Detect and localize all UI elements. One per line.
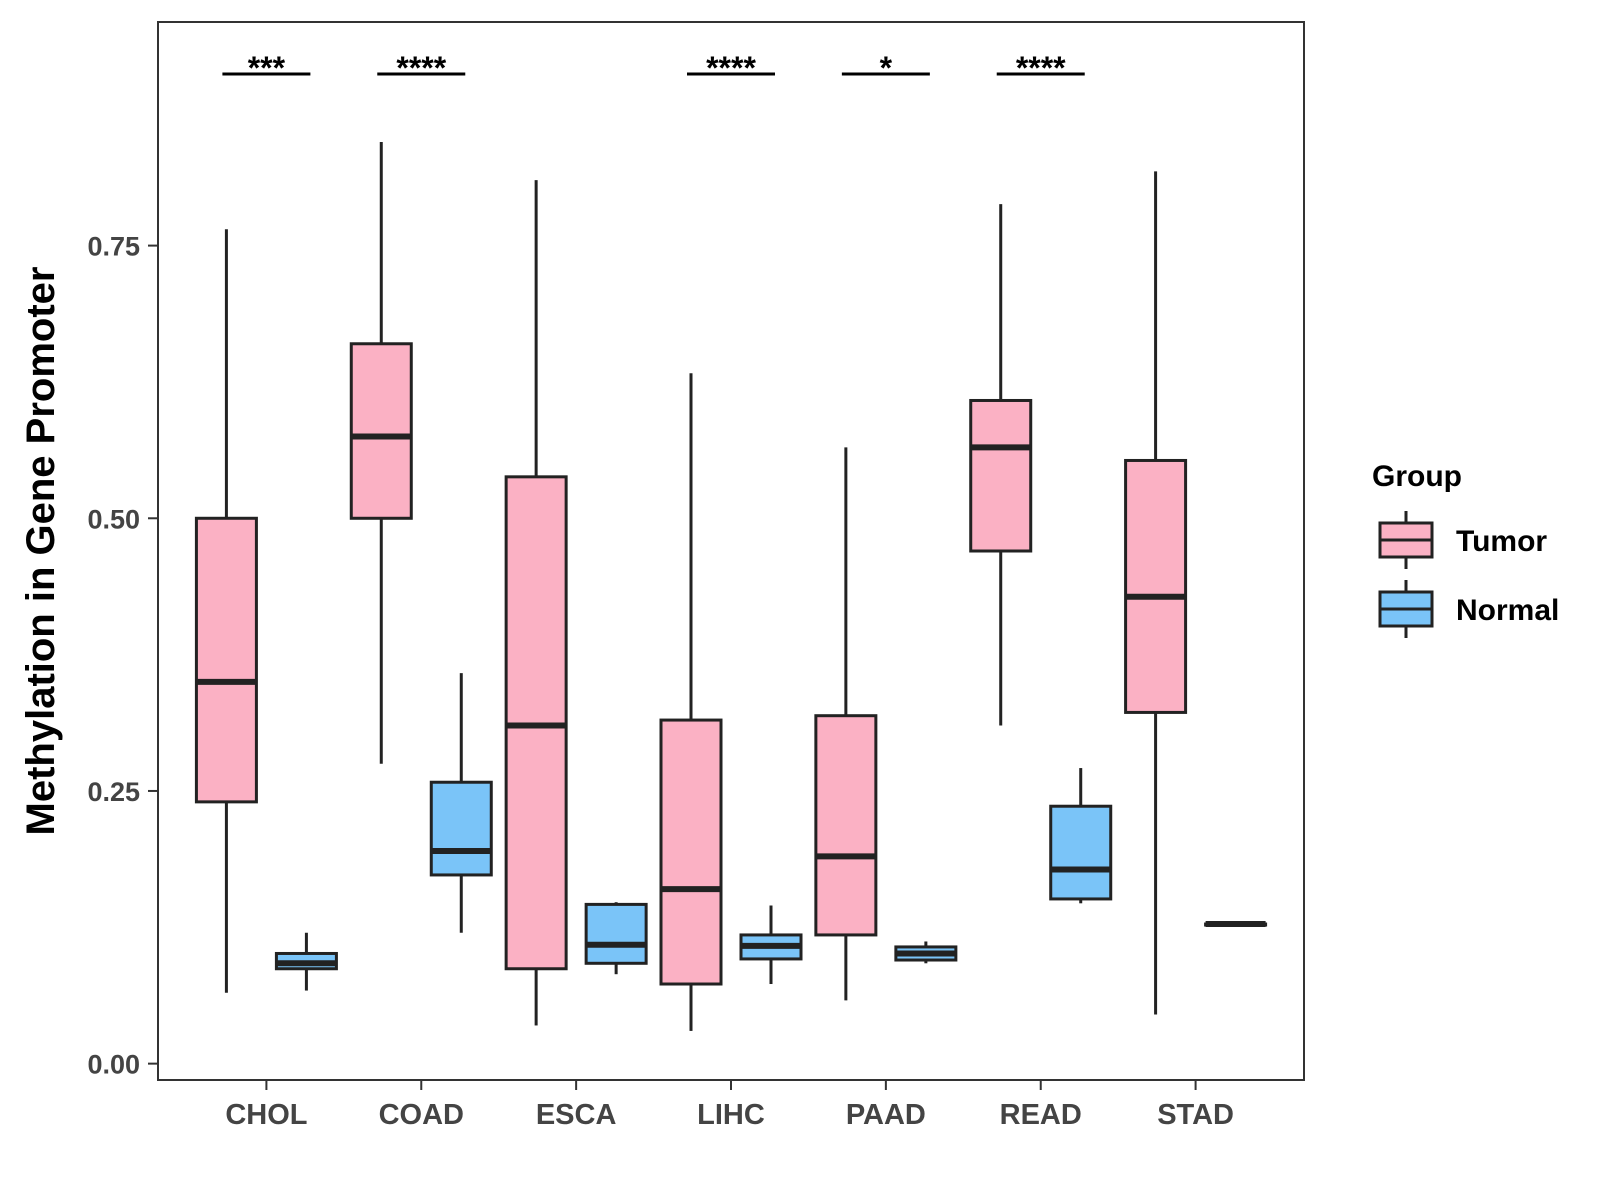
significance-label-read: **** [1016, 50, 1066, 86]
box-normal-esca [584, 902, 648, 965]
legend: Group Tumor Normal [1372, 460, 1559, 638]
x-tick-label: ESCA [536, 1099, 617, 1131]
series-tumor [194, 141, 1188, 1031]
box-tumor-lihc [659, 718, 723, 986]
y-axis-title: Methylation in Gene Promoter [19, 267, 63, 836]
box-normal-coad [429, 780, 493, 877]
significance-label-coad: **** [396, 50, 446, 86]
legend-label-normal: Normal [1456, 594, 1559, 627]
x-tick-label: COAD [379, 1099, 464, 1131]
box-tumor-stad [1124, 458, 1188, 714]
y-tick-label: 0.75 [87, 232, 140, 262]
legend-title: Group [1372, 460, 1462, 493]
x-tick-label: STAD [1157, 1099, 1234, 1131]
series-normal [274, 673, 1268, 991]
x-axis: CHOL COAD ESCA LIHC PAAD READ STAD [225, 1080, 1234, 1131]
box-tumor-read [969, 398, 1033, 553]
x-tick-label: PAAD [846, 1099, 926, 1131]
box-tumor-chol [194, 516, 258, 804]
x-tick-label: READ [1000, 1099, 1082, 1131]
box-normal-read [1049, 804, 1113, 901]
significance-label-lihc: **** [706, 50, 756, 86]
x-tick-label: LIHC [697, 1099, 765, 1131]
y-axis: 0.00 0.25 0.50 0.75 [87, 232, 158, 1080]
y-tick-label: 0.00 [87, 1050, 140, 1080]
significance-label-chol: *** [248, 50, 286, 86]
y-tick-label: 0.25 [87, 777, 140, 807]
legend-label-tumor: Tumor [1456, 525, 1547, 558]
x-tick-label: CHOL [225, 1099, 307, 1131]
plot-marks: *** **** **** * **** [194, 50, 1268, 1031]
box-tumor-coad [349, 342, 413, 520]
y-tick-label: 0.50 [87, 504, 140, 534]
box-tumor-paad [814, 714, 878, 937]
significance-label-paad: * [880, 50, 893, 86]
